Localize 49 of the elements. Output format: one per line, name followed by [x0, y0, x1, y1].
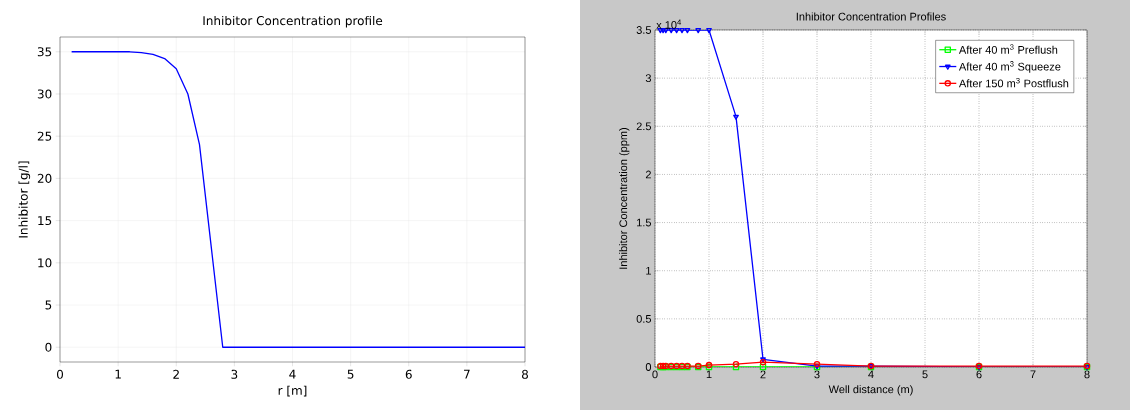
y-tick-label: 0: [645, 363, 652, 371]
x-tick-label: 3: [231, 369, 238, 379]
legend-label: After 40 m$^{3}$ Preflush: [958, 44, 1058, 54]
x-tick-label: 7: [464, 369, 470, 379]
y-axis-title: Inhibitor Concentration (ppm): [619, 127, 630, 269]
chart-title: Inhibitor Concentration profile: [203, 15, 383, 28]
legend-label: After 40 m$^{3}$ Squeeze: [958, 61, 1061, 73]
y-tick-label: 20: [37, 173, 52, 183]
x-tick-label: 0: [652, 370, 658, 379]
x-tick-label: 8: [1084, 370, 1090, 379]
y-tick-label: 15: [38, 216, 52, 226]
text: x 10$^{4}$: [656, 19, 682, 29]
y-tick-label: 5: [45, 300, 52, 310]
y-tick-label: 35: [37, 47, 52, 57]
x-tick-label: 6: [976, 370, 982, 379]
y-tick-label: 2: [645, 170, 651, 179]
chart-title: Inhibitor Concentration Profiles: [796, 12, 946, 21]
y-axis-title: Inhibitor [g/l]: [18, 161, 31, 238]
x-axis-title: Well distance (m): [828, 385, 913, 396]
x-tick-label: 4: [289, 369, 296, 379]
x-tick-label: 2: [760, 370, 766, 379]
x-tick-label: 5: [922, 370, 928, 379]
x-tick-label: 3: [814, 370, 820, 379]
x-tick-label: 1: [115, 369, 121, 379]
y-tick-label: 1: [646, 266, 651, 275]
point: [706, 28, 712, 34]
point: [679, 28, 685, 34]
x-axis-title: r [m]: [278, 385, 307, 397]
y-tick-label: 3.5: [636, 26, 652, 34]
x-tick-label: 1: [706, 370, 712, 379]
y-tick-label: 10: [38, 258, 52, 268]
y-tick-label: 0.5: [636, 314, 652, 323]
x-tick-label: 8: [521, 369, 528, 379]
point: [759, 363, 767, 371]
x-tick-label: 4: [868, 370, 874, 379]
x-tick-label: 0: [56, 369, 64, 379]
y-tick-label: 3: [645, 74, 652, 83]
point: [695, 28, 702, 34]
x-tick-label: 7: [1030, 370, 1036, 379]
y-tick-label: 0: [45, 342, 52, 352]
y-tick-label: 25: [37, 131, 52, 141]
x-tick-label: 6: [405, 369, 412, 379]
y-tick-label: 1.5: [637, 218, 652, 227]
y-tick-label: 30: [37, 89, 52, 99]
x-tick-label: 5: [347, 369, 354, 379]
x-tick-label: 2: [173, 369, 179, 379]
point: [733, 114, 739, 120]
y-tick-label: 2.5: [636, 122, 652, 131]
legend-label: After 150 m$^{3}$ Postflush: [958, 77, 1069, 88]
